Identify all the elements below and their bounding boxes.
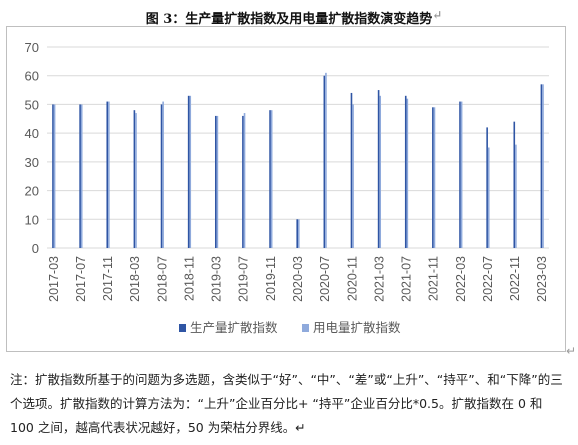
bar	[540, 84, 543, 248]
bar	[542, 84, 544, 248]
y-tick-label: 60	[25, 69, 39, 84]
x-tick-label: 2022-11	[508, 256, 522, 301]
x-tick-label: 2020-11	[345, 256, 359, 301]
legend-label: 生产量扩散指数	[190, 320, 278, 335]
legend-swatch	[302, 324, 309, 332]
y-tick-label: 10	[25, 212, 39, 227]
bar	[432, 107, 434, 248]
x-tick-label: 2019-11	[264, 256, 278, 301]
bar	[214, 115, 217, 249]
chart-title: 图 3：生产量扩散指数及用电量扩散指数演变趋势 ↵	[145, 8, 443, 27]
bar	[379, 95, 382, 248]
bar	[459, 101, 461, 248]
bar	[515, 144, 517, 248]
bar	[52, 104, 54, 248]
bar	[486, 127, 488, 248]
y-tick-label: 30	[25, 155, 39, 170]
bar	[80, 104, 83, 248]
footnote: 注：扩散指数所基于的问题为多选题，含类似于“好”、“中”、“差”或“上升”、“持…	[10, 372, 563, 435]
chart-frame: 0 10 20 30 40 50 60 70 2017-03 2017-07 2017-11 2018…	[6, 26, 566, 352]
bar	[162, 101, 164, 248]
x-tick-label: 2019-03	[210, 256, 224, 302]
x-tick-label: 2020-03	[291, 256, 305, 302]
bar	[298, 219, 300, 248]
bar	[269, 110, 271, 249]
bar	[323, 75, 326, 248]
bar	[216, 115, 219, 249]
x-tick-label: 2022-03	[454, 256, 468, 302]
bar	[433, 107, 436, 248]
bar	[243, 113, 246, 249]
bar	[487, 147, 490, 248]
bar	[53, 104, 56, 248]
x-tick-label: 2021-03	[372, 256, 386, 302]
bar	[377, 90, 380, 248]
x-tick-label: 2018-07	[155, 256, 169, 302]
bar	[325, 72, 327, 248]
y-tick-label: 40	[25, 126, 39, 141]
bar	[270, 110, 273, 249]
x-tick-label: 2023-03	[535, 256, 549, 302]
bar	[404, 95, 407, 248]
legend-swatch	[179, 324, 186, 332]
x-tick-label: 2021-11	[427, 256, 441, 301]
bar	[106, 101, 109, 248]
bar	[187, 95, 190, 248]
bar	[160, 104, 163, 248]
bar	[189, 95, 192, 248]
bar-chart: 0 10 20 30 40 50 60 70 2017-03 2017-07 2017-11 2018…	[25, 40, 550, 335]
x-tick-label: 2017-03	[47, 256, 61, 302]
y-tick-label: 20	[25, 184, 39, 199]
x-tick-label: 2021-07	[400, 256, 414, 302]
x-tick-label: 2019-07	[237, 256, 251, 302]
y-tick-label: 70	[25, 40, 39, 55]
bar	[79, 104, 81, 248]
bar	[406, 98, 409, 248]
paragraph-mark: ↵	[432, 8, 443, 22]
y-tick-label: 0	[32, 241, 39, 256]
bar	[133, 110, 136, 249]
bar	[135, 113, 137, 249]
bar	[242, 115, 244, 249]
x-tick-label: 2017-07	[74, 256, 88, 302]
bar	[350, 92, 353, 248]
y-tick-label: 50	[25, 97, 39, 112]
bar	[108, 101, 110, 248]
bar	[352, 104, 354, 248]
x-tick-label: 2017-11	[101, 256, 115, 301]
bar	[513, 121, 516, 248]
x-tick-label: 2018-03	[128, 256, 142, 302]
bar	[296, 219, 298, 248]
x-tick-label: 2020-07	[318, 256, 332, 302]
x-tick-label: 2022-07	[481, 256, 495, 302]
legend-label: 用电量扩散指数	[313, 320, 401, 335]
bar	[460, 101, 463, 248]
x-tick-label: 2018-11	[182, 256, 196, 301]
frame-paragraph-mark: ↵	[566, 344, 577, 358]
